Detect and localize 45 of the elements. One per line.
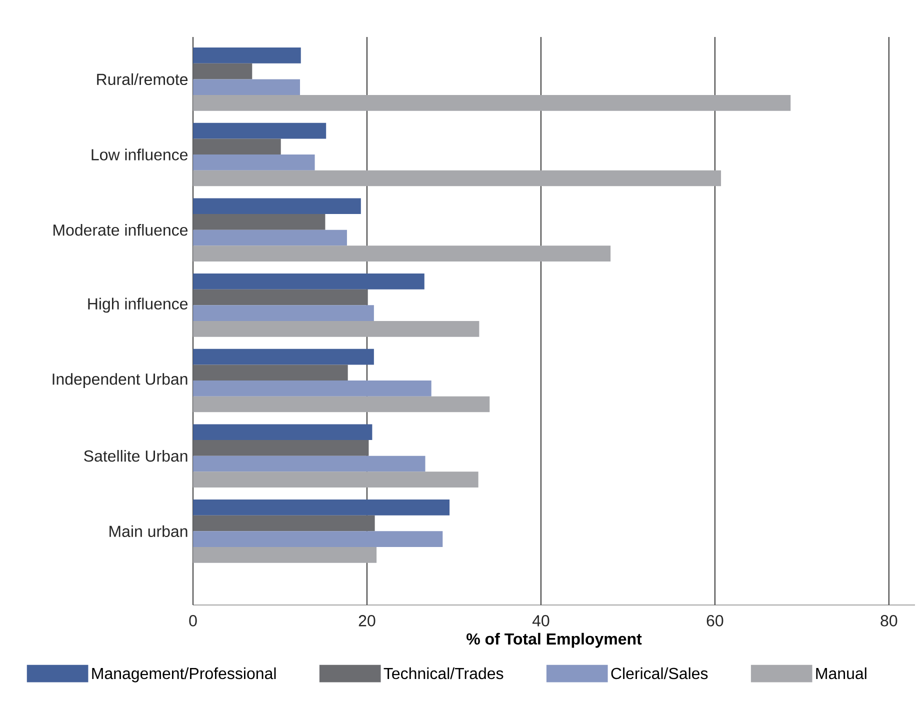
bar <box>193 230 347 246</box>
bar <box>193 246 611 262</box>
x-tick-label: 20 <box>358 615 376 626</box>
bar <box>193 456 426 472</box>
y-tick-label: High influence <box>88 298 188 313</box>
bar <box>193 198 361 214</box>
legend-label: Clerical/Sales <box>611 667 708 680</box>
bar <box>193 424 372 440</box>
bar <box>193 95 791 111</box>
bar <box>193 305 374 322</box>
x-tick-label: 80 <box>880 615 898 626</box>
bar <box>193 348 374 365</box>
bar <box>193 63 252 80</box>
x-tick-label: 60 <box>706 615 724 626</box>
y-tick-label: Moderate influence <box>54 224 188 236</box>
bar <box>193 170 722 186</box>
bar <box>193 440 369 456</box>
legend-label: Management/Professional <box>92 667 276 682</box>
bar <box>193 48 301 64</box>
bar <box>193 515 375 532</box>
bar <box>193 274 424 290</box>
legend-label: Manual <box>816 667 866 680</box>
bar <box>193 500 450 516</box>
bar <box>193 154 315 170</box>
bar <box>193 138 281 155</box>
x-axis-title: % of Total Employment <box>466 632 642 648</box>
bar <box>193 364 348 381</box>
legend-label: Technical/Trades <box>384 667 504 680</box>
bar <box>193 396 490 412</box>
bar <box>193 122 326 139</box>
y-tick-label: Low influence <box>92 148 188 160</box>
bar <box>193 214 326 230</box>
bar <box>193 289 368 306</box>
bar <box>193 472 478 488</box>
y-tick-label: Independent Urban <box>52 373 188 388</box>
bar <box>193 380 432 396</box>
x-tick-label: 40 <box>532 615 550 626</box>
bar <box>193 531 443 548</box>
y-tick-label: Rural/remote <box>97 73 188 86</box>
bar <box>193 79 300 96</box>
x-tick-label: 0 <box>189 615 197 626</box>
bar <box>193 547 377 563</box>
y-tick-label: Satellite Urban <box>84 450 188 462</box>
bar <box>193 321 480 337</box>
y-tick-label: Main urban <box>110 525 188 538</box>
